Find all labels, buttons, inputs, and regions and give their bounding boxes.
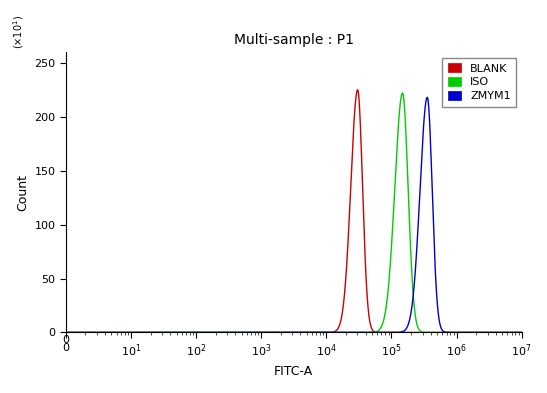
Legend: BLANK, ISO, ZMYM1: BLANK, ISO, ZMYM1 xyxy=(442,58,516,107)
Title: Multi-sample : P1: Multi-sample : P1 xyxy=(234,33,354,47)
Y-axis label: Count: Count xyxy=(16,174,29,211)
X-axis label: FITC-A: FITC-A xyxy=(274,365,313,378)
Text: 0: 0 xyxy=(62,335,69,345)
Text: $(\times 10^1)$: $(\times 10^1)$ xyxy=(11,15,26,49)
